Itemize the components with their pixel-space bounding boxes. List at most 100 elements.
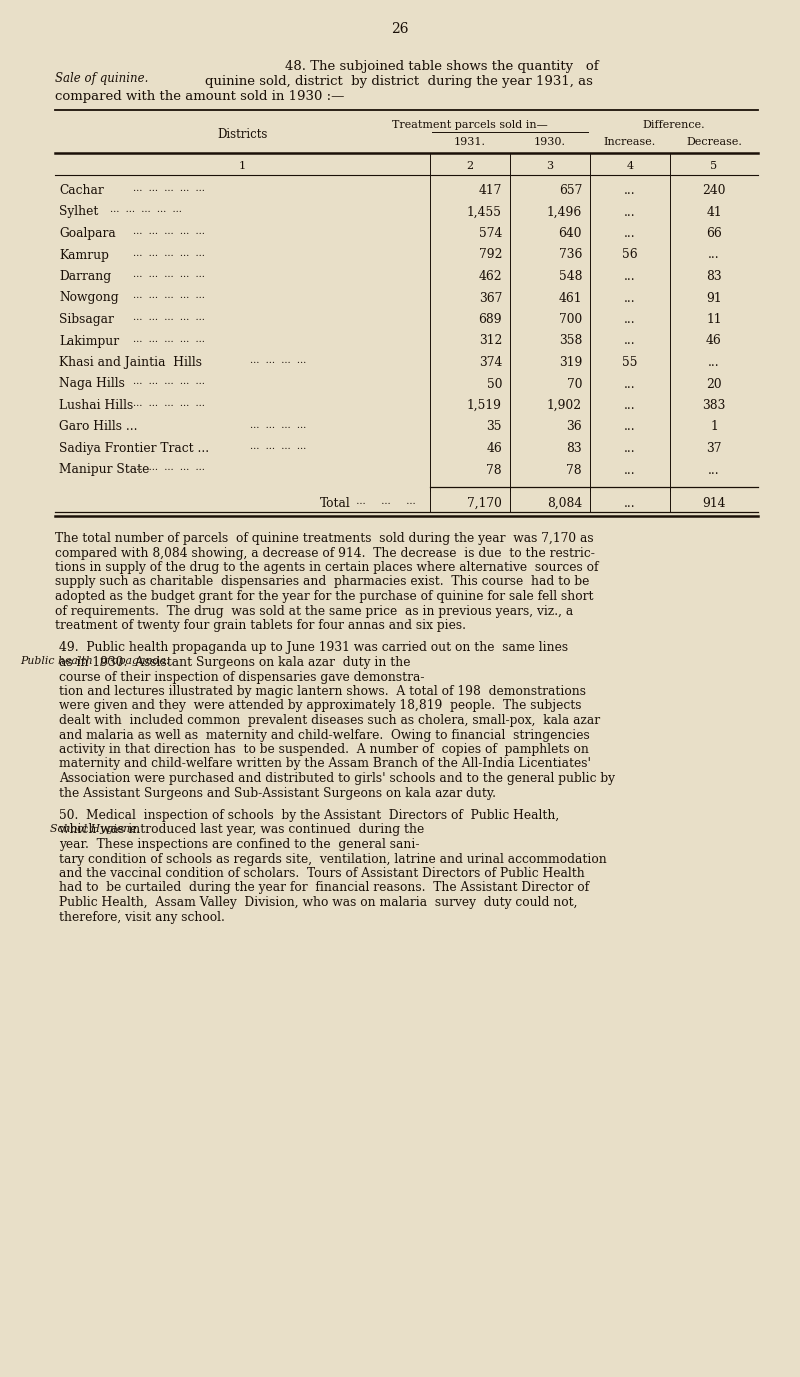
Text: ...  ...  ...  ...  ...: ... ... ... ... ...	[133, 313, 205, 322]
Text: 50: 50	[486, 377, 502, 391]
Text: Khasi and Jaintia  Hills: Khasi and Jaintia Hills	[59, 357, 202, 369]
Text: 55: 55	[622, 357, 638, 369]
Text: were given and they  were attended by approximately 18,819  people.  The subject: were given and they were attended by app…	[59, 700, 582, 712]
Text: 5: 5	[710, 161, 718, 171]
Text: 48. The subjoined table shows the quantity   of: 48. The subjoined table shows the quanti…	[285, 61, 598, 73]
Text: 26: 26	[391, 22, 409, 36]
Text: ...  ...  ...  ...  ...: ... ... ... ... ...	[133, 399, 205, 408]
Text: tions in supply of the drug to the agents in certain places where alternative  s: tions in supply of the drug to the agent…	[55, 560, 598, 574]
Text: Manipur State: Manipur State	[59, 464, 150, 476]
Text: ...  ...  ...  ...  ...: ... ... ... ... ...	[110, 205, 182, 215]
Text: Darrang: Darrang	[59, 270, 111, 284]
Text: ...: ...	[624, 464, 636, 476]
Text: 70: 70	[566, 377, 582, 391]
Text: Increase.: Increase.	[604, 136, 656, 147]
Text: and malaria as well as  maternity and child-welfare.  Owing to financial  string: and malaria as well as maternity and chi…	[59, 728, 590, 741]
Text: ...: ...	[624, 205, 636, 219]
Text: Sadiya Frontier Tract ...: Sadiya Frontier Tract ...	[59, 442, 209, 454]
Text: ...: ...	[624, 292, 636, 304]
Text: compared with the amount sold in 1930 :—: compared with the amount sold in 1930 :—	[55, 90, 344, 103]
Text: 367: 367	[478, 292, 502, 304]
Text: and the vaccinal condition of scholars.  Tours of Assistant Directors of Public : and the vaccinal condition of scholars. …	[59, 868, 585, 880]
Text: 312: 312	[478, 335, 502, 347]
Text: ...  ...  ...  ...  ...: ... ... ... ... ...	[133, 227, 205, 235]
Text: 240: 240	[702, 185, 726, 197]
Text: 4: 4	[626, 161, 634, 171]
Text: 319: 319	[558, 357, 582, 369]
Text: ...  ...  ...  ...: ... ... ... ...	[250, 357, 306, 365]
Text: ...: ...	[624, 442, 636, 454]
Text: Naga Hills: Naga Hills	[59, 377, 125, 391]
Text: ...: ...	[624, 497, 636, 509]
Text: Public health  propaganda.: Public health propaganda.	[20, 655, 170, 666]
Text: 3: 3	[546, 161, 554, 171]
Text: 1,902: 1,902	[547, 399, 582, 412]
Text: Cachar: Cachar	[59, 185, 104, 197]
Text: Sibsagar: Sibsagar	[59, 313, 114, 326]
Text: 462: 462	[478, 270, 502, 284]
Text: 41: 41	[706, 205, 722, 219]
Text: 689: 689	[478, 313, 502, 326]
Text: 1,496: 1,496	[546, 205, 582, 219]
Text: 50.  Medical  inspection of schools  by the Assistant  Directors of  Public Heal: 50. Medical inspection of schools by the…	[59, 810, 559, 822]
Text: tary condition of schools as regards site,  ventilation, latrine and urinal acco: tary condition of schools as regards sit…	[59, 852, 606, 866]
Text: 2: 2	[466, 161, 474, 171]
Text: 548: 548	[558, 270, 582, 284]
Text: Public Health,  Assam Valley  Division, who was on malaria  survey  duty could n: Public Health, Assam Valley Division, wh…	[59, 896, 578, 909]
Text: 700: 700	[558, 313, 582, 326]
Text: ...: ...	[624, 270, 636, 284]
Text: the Assistant Surgeons and Sub-Assistant Surgeons on kala azar duty.: the Assistant Surgeons and Sub-Assistant…	[59, 786, 496, 800]
Text: quinine sold, district  by district  during the year 1931, as: quinine sold, district by district durin…	[205, 74, 593, 88]
Text: 383: 383	[702, 399, 726, 412]
Text: treatment of twenty four grain tablets for four annas and six pies.: treatment of twenty four grain tablets f…	[55, 620, 466, 632]
Text: 8,084: 8,084	[546, 497, 582, 509]
Text: 657: 657	[558, 185, 582, 197]
Text: had to  be curtailed  during the year for  financial reasons.  The Assistant Dir: had to be curtailed during the year for …	[59, 881, 589, 895]
Text: Nowgong: Nowgong	[59, 292, 118, 304]
Text: Decrease.: Decrease.	[686, 136, 742, 147]
Text: Sylhet: Sylhet	[59, 205, 98, 219]
Text: ...  ...  ...  ...  ...: ... ... ... ... ...	[133, 292, 205, 300]
Text: 358: 358	[558, 335, 582, 347]
Text: 640: 640	[558, 227, 582, 240]
Text: ...  ...  ...  ...  ...: ... ... ... ... ...	[133, 464, 205, 472]
Text: ...: ...	[708, 357, 720, 369]
Text: dealt with  included common  prevalent diseases such as cholera, small-pox,  kal: dealt with included common prevalent dis…	[59, 715, 600, 727]
Text: 1930.: 1930.	[534, 136, 566, 147]
Text: ...  ...  ...  ...  ...: ... ... ... ... ...	[133, 335, 205, 343]
Text: 66: 66	[706, 227, 722, 240]
Text: ...: ...	[624, 399, 636, 412]
Text: Kamrup: Kamrup	[59, 248, 109, 262]
Text: Treatment parcels sold in—: Treatment parcels sold in—	[392, 120, 548, 129]
Text: 20: 20	[706, 377, 722, 391]
Text: ...: ...	[624, 313, 636, 326]
Text: supply such as charitable  dispensaries and  pharmacies exist.  This course  had: supply such as charitable dispensaries a…	[55, 576, 590, 588]
Text: Association were purchased and distributed to girls' schools and to the general : Association were purchased and distribut…	[59, 772, 615, 785]
Text: ...: ...	[708, 464, 720, 476]
Text: 736: 736	[558, 248, 582, 262]
Text: Goalpara: Goalpara	[59, 227, 116, 240]
Text: therefore, visit any school.: therefore, visit any school.	[59, 910, 225, 924]
Text: 91: 91	[706, 292, 722, 304]
Text: School Hygiene.: School Hygiene.	[50, 823, 140, 833]
Text: Difference.: Difference.	[642, 120, 706, 129]
Text: Garo Hills ...: Garo Hills ...	[59, 420, 138, 434]
Text: The total number of parcels  of quinine treatments  sold during the year  was 7,: The total number of parcels of quinine t…	[55, 532, 594, 545]
Text: 35: 35	[486, 420, 502, 434]
Text: 49.  Public health propaganda up to June 1931 was carried out on the  same lines: 49. Public health propaganda up to June …	[59, 642, 568, 654]
Text: ...: ...	[624, 335, 636, 347]
Text: activity in that direction has  to be suspended.  A number of  copies of  pamphl: activity in that direction has to be sus…	[59, 744, 589, 756]
Text: 83: 83	[706, 270, 722, 284]
Text: 37: 37	[706, 442, 722, 454]
Text: 83: 83	[566, 442, 582, 454]
Text: ...  ...  ...  ...: ... ... ... ...	[250, 442, 306, 452]
Text: Lakimpur: Lakimpur	[59, 335, 119, 347]
Text: ...  ...  ...  ...  ...: ... ... ... ... ...	[133, 377, 205, 387]
Text: 1,455: 1,455	[467, 205, 502, 219]
Text: 11: 11	[706, 313, 722, 326]
Text: 574: 574	[478, 227, 502, 240]
Text: 1: 1	[239, 161, 246, 171]
Text: ...: ...	[624, 185, 636, 197]
Text: which was introduced last year, was continued  during the: which was introduced last year, was cont…	[59, 823, 424, 836]
Text: ...     ...     ...: ... ... ...	[350, 497, 416, 505]
